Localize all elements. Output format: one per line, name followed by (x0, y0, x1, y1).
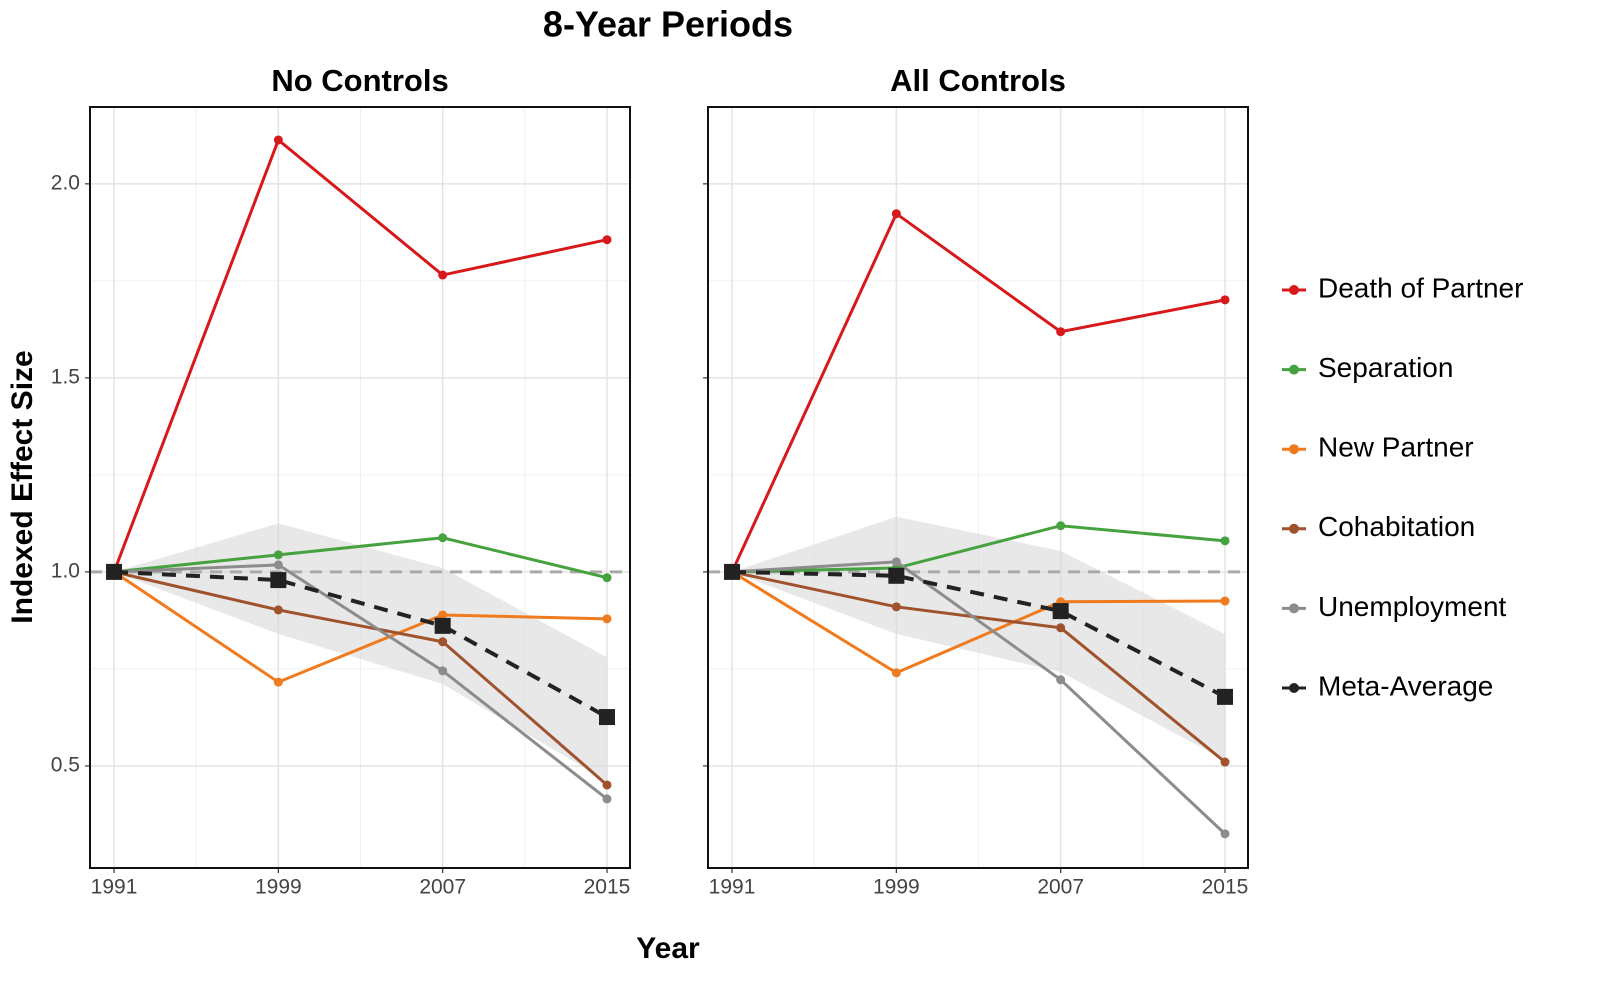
point (1056, 327, 1066, 337)
x-tick-label: 1991 (91, 876, 138, 899)
point (438, 637, 448, 647)
point (891, 668, 901, 678)
legend-key-dot (1289, 444, 1299, 455)
point (1056, 521, 1066, 531)
point (724, 563, 741, 580)
plot-frame (707, 106, 1249, 869)
point (602, 573, 612, 583)
point (273, 605, 283, 615)
legend-key-dot (1289, 683, 1299, 693)
legend-label: Meta-Average (1318, 670, 1493, 701)
point (438, 270, 448, 280)
point (438, 533, 448, 543)
point (273, 550, 283, 560)
legend-key-dot (1289, 285, 1299, 295)
series-line (730, 211, 1226, 573)
series-line (731, 524, 1226, 574)
series-line (113, 569, 608, 719)
series-line (113, 563, 608, 801)
point (273, 135, 283, 145)
series-line (113, 570, 608, 787)
y-tick-label: 0.5 (51, 753, 80, 776)
point (602, 794, 612, 804)
point (273, 560, 283, 570)
chart-title: 8-Year Periods (543, 4, 793, 45)
point (602, 235, 612, 245)
plot-frame (89, 106, 631, 869)
point (1220, 829, 1230, 839)
point (1056, 675, 1066, 685)
x-tick-label: 2015 (1202, 876, 1249, 899)
point (1220, 757, 1230, 767)
point (1220, 536, 1230, 546)
legend-label: Death of Partner (1318, 272, 1523, 303)
series-line (113, 570, 608, 684)
x-tick-label: 1999 (255, 876, 302, 899)
point (602, 614, 612, 624)
point (434, 617, 451, 634)
point (1220, 295, 1230, 305)
x-tick-label: 1991 (709, 876, 756, 899)
point (1052, 603, 1069, 620)
panel-title: No Controls (271, 63, 448, 98)
series-line (731, 560, 1227, 835)
x-tick-label: 1999 (873, 876, 920, 899)
point (438, 610, 448, 620)
point (598, 709, 615, 726)
x-tick-label: 2007 (419, 876, 466, 899)
legend-label: New Partner (1318, 432, 1474, 463)
x-axis-label: Year (636, 932, 700, 965)
point (106, 563, 123, 580)
point (273, 677, 283, 687)
panel-title: All Controls (890, 63, 1066, 98)
legend-label: Unemployment (1318, 591, 1507, 622)
series-line (731, 570, 1226, 764)
legend-key-dot (1289, 603, 1299, 614)
series-line (113, 536, 608, 580)
point (888, 567, 905, 584)
legend-key-dot (1289, 364, 1299, 375)
point (891, 557, 901, 567)
series-line (112, 137, 608, 573)
point (1216, 688, 1233, 705)
x-tick-label: 2015 (584, 876, 631, 899)
point (891, 209, 901, 219)
confidence-band (114, 523, 607, 782)
y-axis-label: Indexed Effect Size (6, 350, 39, 623)
legend-key-dot (1289, 523, 1299, 534)
y-tick-label: 1.0 (51, 559, 80, 582)
series-line (731, 570, 1225, 675)
point (602, 780, 612, 790)
point (438, 666, 448, 676)
y-tick-label: 1.5 (51, 365, 80, 388)
legend-label: Cohabitation (1318, 511, 1475, 542)
y-tick-label: 2.0 (51, 171, 80, 194)
point (270, 572, 287, 589)
series-line (731, 569, 1226, 699)
legend-label: Separation (1318, 352, 1453, 383)
point (1056, 623, 1066, 633)
point (891, 602, 901, 612)
x-tick-label: 2007 (1037, 876, 1084, 899)
point (1220, 596, 1230, 606)
